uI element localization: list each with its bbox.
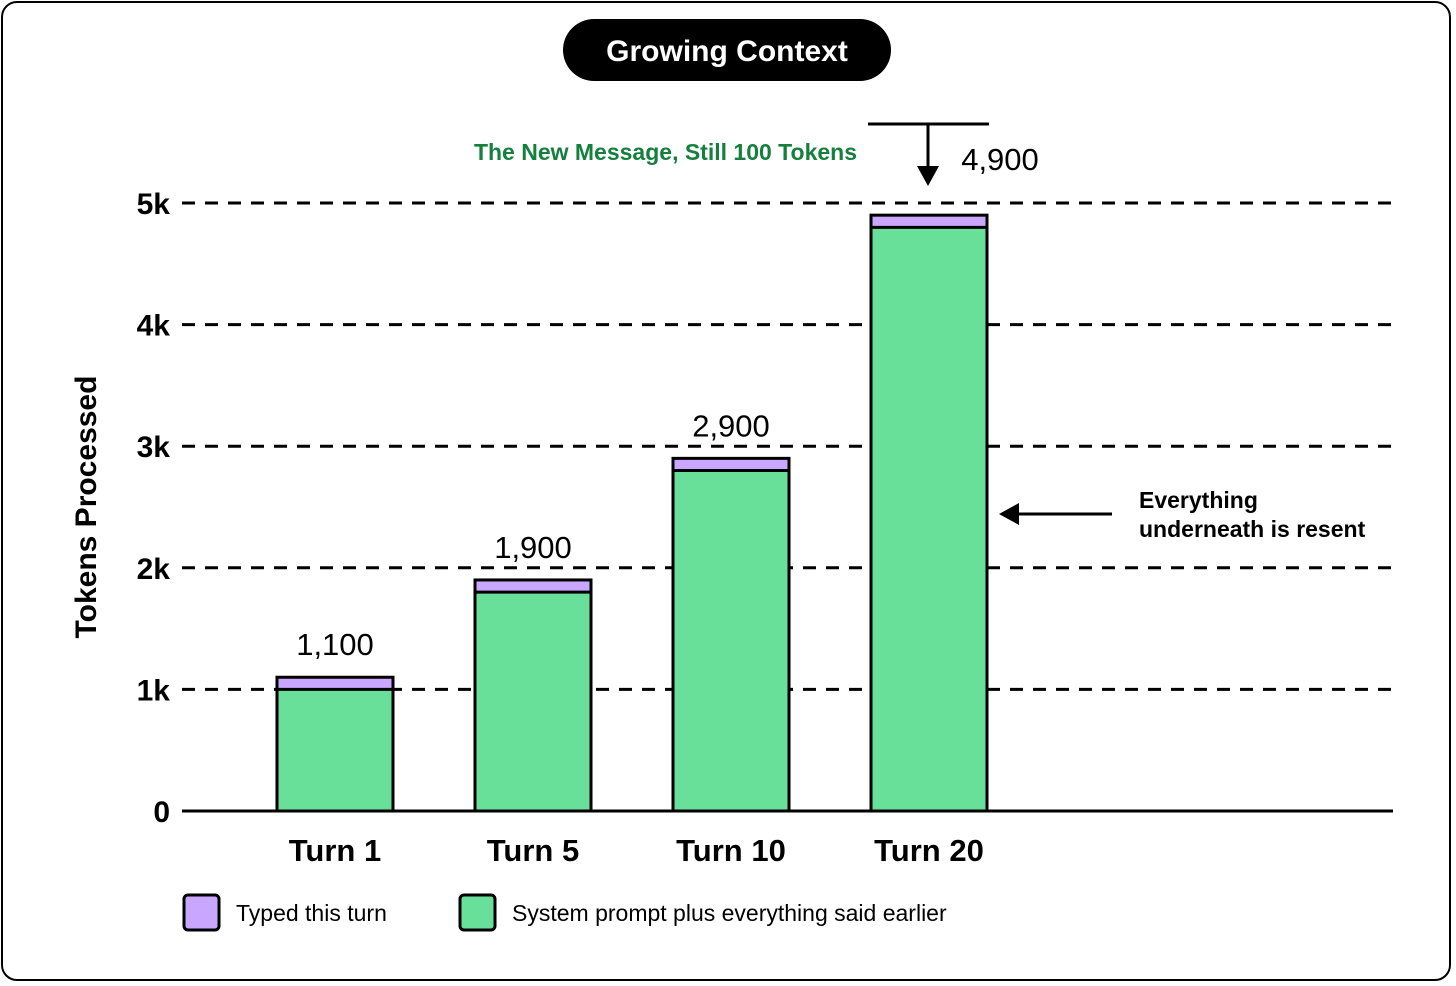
y-tick-4k: 4k — [137, 310, 171, 343]
x-tick-labels: Turn 1 Turn 5 Turn 10 Turn 20 — [289, 833, 984, 868]
legend-label-earlier: System prompt plus everything said earli… — [512, 900, 947, 926]
x-tick-4: Turn 20 — [874, 833, 984, 868]
bar-turn-10-series-2 — [673, 458, 789, 471]
bar-turn-1-series-1 — [277, 689, 393, 811]
x-tick-3: Turn 10 — [676, 833, 786, 868]
bar-turn-1-series-2 — [277, 677, 393, 690]
chart-title-pill — [563, 19, 891, 81]
left-arrow-icon — [999, 503, 1019, 525]
y-tick-labels: 0 1k 2k 3k 4k 5k — [137, 188, 171, 829]
total-label-3: 2,900 — [692, 408, 770, 443]
bar-turn-5-series-2 — [475, 579, 591, 593]
bar-turn-10-series-1 — [673, 470, 789, 811]
y-tick-5k: 5k — [137, 188, 171, 221]
x-tick-1: Turn 1 — [289, 833, 381, 868]
y-tick-1k: 1k — [137, 674, 171, 707]
new-message-annotation: The New Message, Still 100 Tokens — [474, 139, 857, 165]
total-labels: 1,100 1,900 2,900 4,900 — [296, 142, 1039, 662]
legend-swatch-earlier — [458, 893, 497, 932]
down-arrow-icon — [917, 166, 939, 186]
resent-annotation-line1: Everything — [1139, 487, 1258, 513]
y-tick-2k: 2k — [137, 553, 171, 586]
legend-swatch-typed — [182, 893, 221, 932]
bars — [275, 213, 989, 813]
x-tick-2: Turn 5 — [487, 833, 579, 868]
resent-annotation: Everything underneath is resent — [1139, 487, 1366, 542]
y-tick-3k: 3k — [137, 431, 171, 464]
legend: Typed this turn System prompt plus every… — [182, 893, 947, 932]
chart-title: Growing Context — [606, 35, 848, 68]
bar-turn-20-series-1 — [871, 227, 987, 811]
bar-turn-20-series-2 — [871, 215, 987, 228]
bar-turn-5-series-1 — [475, 592, 591, 811]
total-label-4: 4,900 — [961, 142, 1039, 177]
legend-label-typed: Typed this turn — [236, 900, 387, 926]
resent-annotation-line2: underneath is resent — [1139, 516, 1366, 542]
total-label-1: 1,100 — [296, 627, 374, 662]
y-tick-0: 0 — [153, 796, 170, 829]
total-label-2: 1,900 — [494, 530, 572, 565]
y-axis-label: Tokens Processed — [70, 376, 103, 639]
